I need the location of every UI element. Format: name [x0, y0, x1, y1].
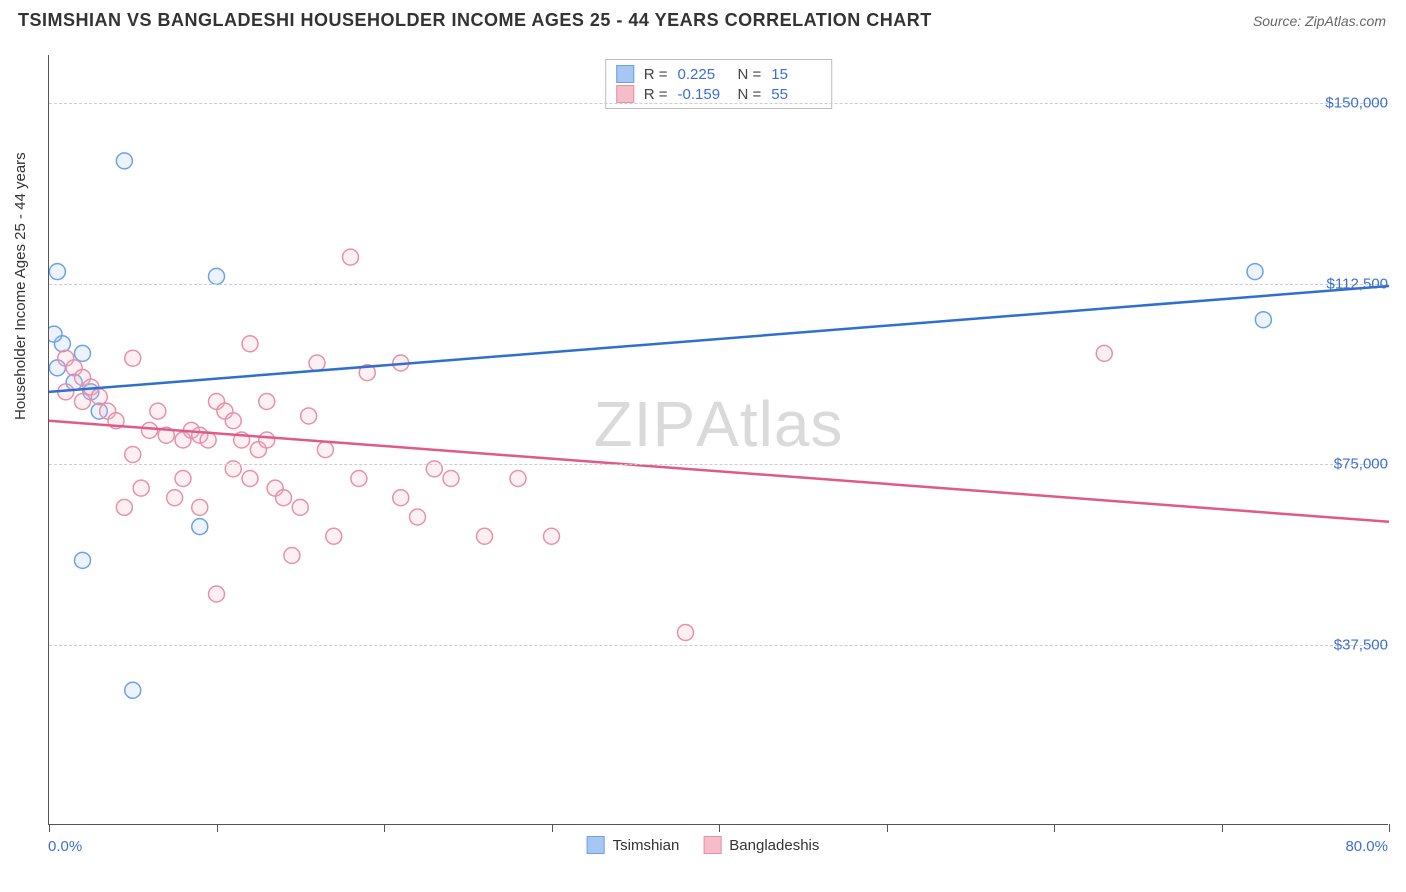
data-point [125, 350, 141, 366]
data-point [393, 490, 409, 506]
data-point [192, 499, 208, 515]
data-point [443, 471, 459, 487]
r-label: R = [644, 86, 668, 103]
y-tick-label: $37,500 [1334, 636, 1388, 653]
data-point [91, 389, 107, 405]
data-point [175, 471, 191, 487]
y-tick-label: $112,500 [1327, 275, 1388, 292]
data-point [116, 499, 132, 515]
y-tick-label: $75,000 [1334, 456, 1388, 473]
legend-swatch [616, 85, 634, 103]
data-point [301, 408, 317, 424]
data-point [133, 480, 149, 496]
data-point [242, 471, 258, 487]
legend-stats-row: R = 0.225 N = 15 [616, 64, 822, 84]
x-tick [1054, 824, 1055, 832]
data-point [510, 471, 526, 487]
x-tick [384, 824, 385, 832]
data-point [242, 336, 258, 352]
gridline [49, 103, 1388, 104]
data-point [142, 422, 158, 438]
data-point [75, 345, 91, 361]
data-point [116, 153, 132, 169]
legend-item: Bangladeshis [703, 836, 819, 854]
chart-source: Source: ZipAtlas.com [1253, 13, 1386, 29]
chart-header: TSIMSHIAN VS BANGLADESHI HOUSEHOLDER INC… [0, 0, 1406, 37]
data-point [225, 413, 241, 429]
legend-stats: R = 0.225 N = 15 R = -0.159 N = 55 [605, 59, 833, 109]
data-point [276, 490, 292, 506]
x-tick [1222, 824, 1223, 832]
data-point [259, 432, 275, 448]
chart-plot-area: ZIPAtlas R =0.225N =15R =-0.159N =55 [48, 55, 1388, 825]
data-point [292, 499, 308, 515]
data-point [75, 394, 91, 410]
gridline [49, 284, 1388, 285]
x-axis-max-label: 80.0% [1345, 838, 1388, 855]
legend-swatch [703, 836, 721, 854]
data-point [284, 548, 300, 564]
data-point [343, 249, 359, 265]
gridline [49, 645, 1388, 646]
data-point [1255, 312, 1271, 328]
data-point [351, 471, 367, 487]
r-label: R = [644, 66, 668, 83]
r-value: -0.159 [678, 86, 728, 103]
x-tick [217, 824, 218, 832]
data-point [544, 528, 560, 544]
data-point [75, 552, 91, 568]
data-point [477, 528, 493, 544]
data-point [1096, 345, 1112, 361]
data-point [678, 625, 694, 641]
x-axis-min-label: 0.0% [48, 838, 82, 855]
data-point [309, 355, 325, 371]
legend-swatch [616, 65, 634, 83]
data-point [259, 394, 275, 410]
x-tick [719, 824, 720, 832]
data-point [150, 403, 166, 419]
x-tick [49, 824, 50, 832]
data-point [410, 509, 426, 525]
n-label: N = [738, 86, 762, 103]
legend-label: Bangladeshis [729, 837, 819, 854]
legend-series: Tsimshian Bangladeshis [587, 836, 820, 854]
r-value: 0.225 [678, 66, 728, 83]
x-tick [552, 824, 553, 832]
data-point [49, 264, 65, 280]
data-point [209, 268, 225, 284]
n-value: 15 [771, 66, 821, 83]
data-point [317, 442, 333, 458]
x-tick [1389, 824, 1390, 832]
data-point [192, 519, 208, 535]
data-point [209, 586, 225, 602]
gridline [49, 464, 1388, 465]
legend-item: Tsimshian [587, 836, 680, 854]
n-value: 55 [771, 86, 821, 103]
data-point [1247, 264, 1263, 280]
data-point [49, 326, 62, 342]
legend-swatch [587, 836, 605, 854]
data-point [125, 446, 141, 462]
legend-label: Tsimshian [613, 837, 680, 854]
legend-stats-row: R = -0.159 N = 55 [616, 84, 822, 104]
data-point [167, 490, 183, 506]
x-tick [887, 824, 888, 832]
scatter-svg [49, 55, 1389, 825]
chart-title: TSIMSHIAN VS BANGLADESHI HOUSEHOLDER INC… [18, 10, 932, 31]
y-axis-label: Householder Income Ages 25 - 44 years [12, 152, 29, 420]
y-tick-label: $150,000 [1325, 95, 1388, 112]
n-label: N = [738, 66, 762, 83]
data-point [326, 528, 342, 544]
data-point [125, 682, 141, 698]
